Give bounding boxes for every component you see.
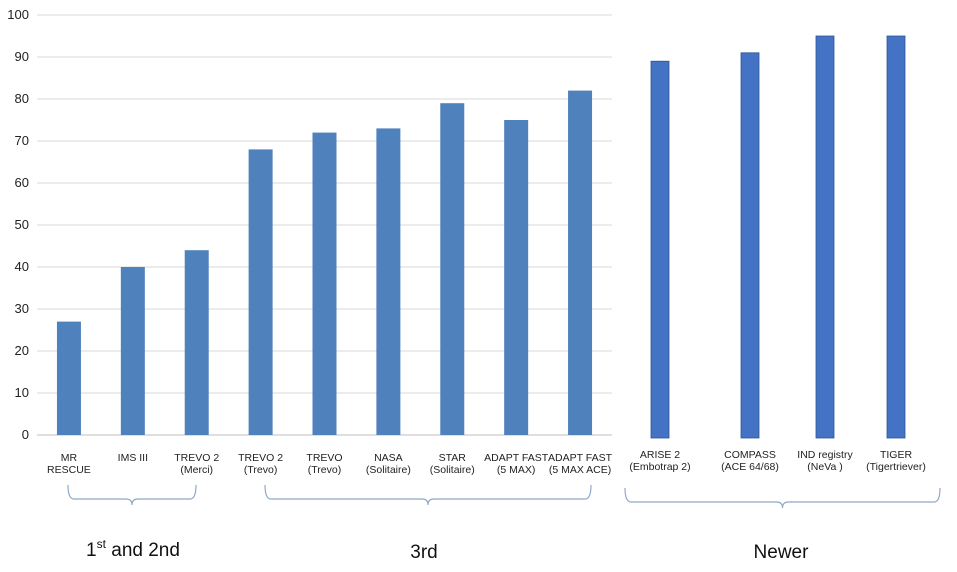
- bar-newer: [740, 52, 760, 439]
- x-tick-label: ADAPT FAST: [548, 452, 613, 464]
- x-tick-label: RESCUE: [47, 464, 91, 476]
- group-bracket: [264, 484, 592, 506]
- y-tick-label: 80: [15, 91, 29, 106]
- x-tick-label: (5 MAX): [497, 464, 536, 476]
- x-tick-label: (5 MAX ACE): [549, 464, 611, 476]
- x-tick-label: (Trevo): [244, 464, 277, 476]
- x-tick-label: IMS III: [118, 452, 148, 464]
- bar: [440, 103, 465, 435]
- bar: [504, 120, 529, 435]
- y-tick-label: 100: [7, 7, 29, 22]
- group-label: Newer: [754, 542, 810, 563]
- y-tick-label: 40: [15, 259, 29, 274]
- x-tick-label-newer: TIGER: [880, 449, 913, 461]
- x-tick-label-newer: (ACE 64/68): [721, 461, 779, 473]
- y-tick-label: 20: [15, 343, 29, 358]
- group-bracket: [624, 487, 941, 509]
- x-tick-label-newer: COMPASS: [724, 449, 776, 461]
- x-tick-label: (Solitaire): [366, 464, 411, 476]
- x-tick-label: TREVO 2: [238, 452, 283, 464]
- y-tick-label: 60: [15, 175, 29, 190]
- bar: [248, 149, 273, 435]
- x-tick-label-newer: IND registry: [797, 449, 853, 461]
- bar-newer: [650, 60, 670, 439]
- x-tick-label-newer: (Tigertriever): [866, 461, 926, 473]
- y-tick-label: 10: [15, 385, 29, 400]
- x-tick-label: (Merci): [180, 464, 213, 476]
- x-tick-label: STAR: [439, 452, 467, 464]
- x-tick-label: TREVO: [306, 452, 342, 464]
- x-tick-label: (Trevo): [308, 464, 341, 476]
- bar-newer: [815, 35, 835, 439]
- bar: [120, 267, 145, 435]
- x-tick-label: MR: [61, 452, 78, 464]
- y-tick-label: 0: [22, 427, 29, 442]
- group-label: 3rd: [410, 542, 437, 563]
- group-bracket: [67, 484, 197, 506]
- group-label: 1st and 2nd: [86, 537, 180, 561]
- x-tick-label: TREVO 2: [174, 452, 219, 464]
- x-tick-label: NASA: [374, 452, 403, 464]
- x-tick-label-newer: (Embotrap 2): [629, 461, 690, 473]
- bar: [568, 90, 593, 435]
- x-tick-label-newer: (NeVa ): [807, 461, 842, 473]
- x-tick-label-newer: ARISE 2: [640, 449, 680, 461]
- bar-newer: [886, 35, 906, 439]
- x-tick-label: ADAPT FAST: [484, 452, 549, 464]
- bar: [184, 250, 209, 435]
- bar: [376, 128, 401, 435]
- y-tick-label: 30: [15, 301, 29, 316]
- y-tick-label: 70: [15, 133, 29, 148]
- bar: [312, 132, 337, 435]
- y-tick-label: 90: [15, 49, 29, 64]
- x-tick-label: (Solitaire): [430, 464, 475, 476]
- y-tick-label: 50: [15, 217, 29, 232]
- bar: [56, 321, 81, 435]
